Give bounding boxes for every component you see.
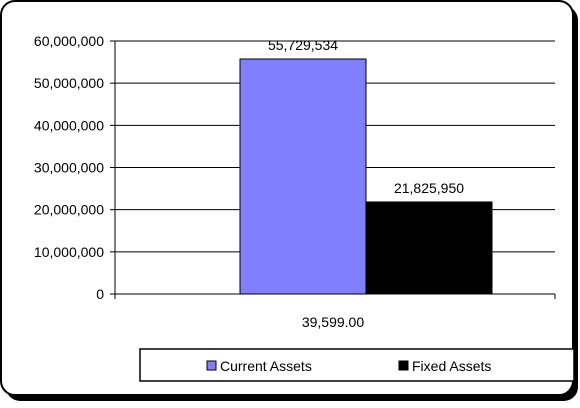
y-tick-labels: 0 10,000,000 20,000,000 30,000,000 40,000,00… [34, 33, 104, 302]
legend-label-fixed-assets: Fixed Assets [412, 358, 491, 374]
y-tick-label: 60,000,000 [34, 33, 104, 49]
data-labels: 55,729,534 21,825,950 [268, 37, 464, 196]
y-tick-label: 10,000,000 [34, 244, 104, 260]
y-tick-label: 50,000,000 [34, 75, 104, 91]
bars [239, 58, 493, 295]
y-tick-label: 0 [96, 286, 104, 302]
legend-swatch-current-assets [206, 360, 217, 371]
x-category-label: 39,599.00 [302, 314, 364, 330]
y-tick-label: 20,000,000 [34, 202, 104, 218]
bar-fixed-assets [365, 201, 493, 295]
legend-box [139, 348, 575, 382]
y-tick-label: 40,000,000 [34, 117, 104, 133]
legend-label-current-assets: Current Assets [220, 358, 312, 374]
bar-current-assets [239, 58, 367, 295]
data-label-fixed-assets: 21,825,950 [394, 180, 464, 196]
data-label-current-assets: 55,729,534 [268, 37, 338, 53]
legend: Current Assets Fixed Assets [139, 348, 575, 382]
y-tick-label: 30,000,000 [34, 160, 104, 176]
legend-swatch-fixed-assets [398, 360, 409, 371]
